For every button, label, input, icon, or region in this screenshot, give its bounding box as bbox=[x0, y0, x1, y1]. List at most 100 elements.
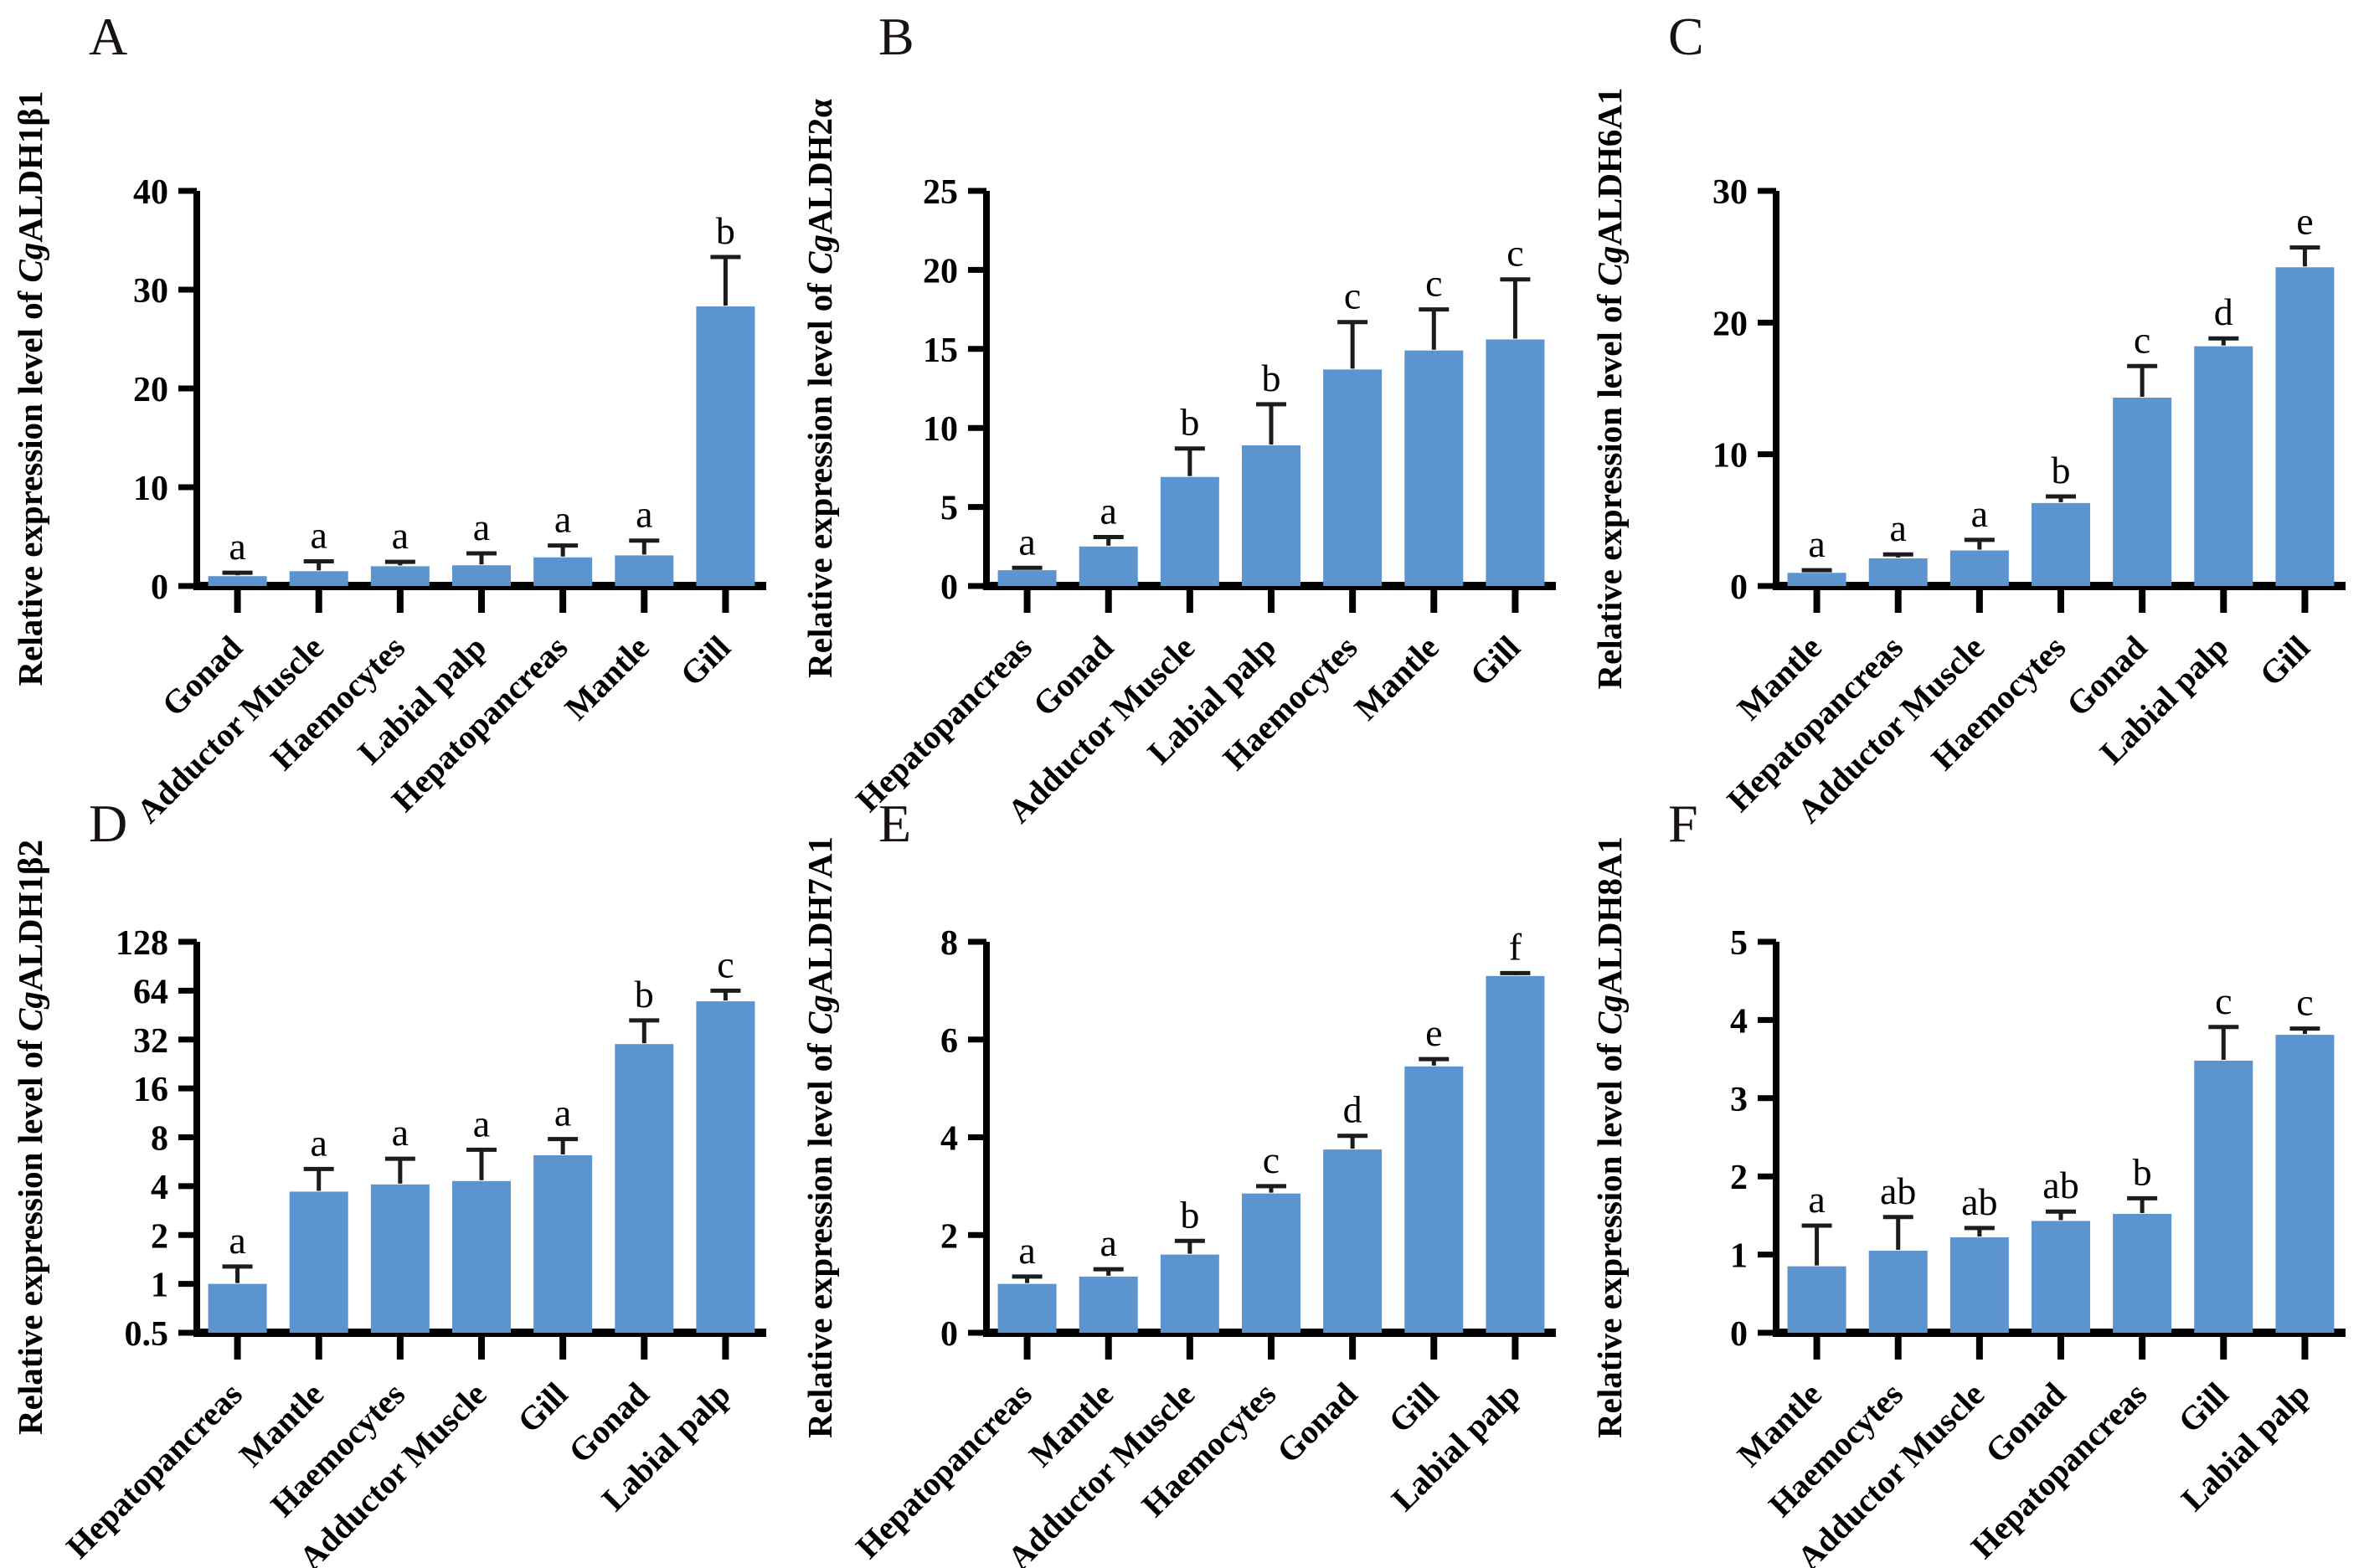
bar bbox=[1079, 1276, 1138, 1333]
bar bbox=[370, 1184, 430, 1333]
sig-letter: c bbox=[717, 943, 734, 985]
y-tick-label: 0 bbox=[940, 1315, 958, 1354]
bar bbox=[1868, 1250, 1928, 1333]
bar-chart-cgaldh1b2: 0.51248163264128aHepatopancreasaMantleaH… bbox=[11, 840, 766, 1568]
y-tick-label: 16 bbox=[133, 1071, 168, 1109]
y-tick-label: 2 bbox=[1730, 1159, 1748, 1197]
x-category-label: Gill bbox=[510, 1375, 574, 1440]
x-category-label: Gill bbox=[1381, 1375, 1445, 1440]
bar bbox=[1242, 1193, 1300, 1333]
sig-letter: a bbox=[636, 493, 652, 536]
bar bbox=[1868, 558, 1928, 586]
sig-letter: a bbox=[311, 1121, 327, 1164]
sig-letter: ab bbox=[1880, 1170, 1916, 1212]
y-tick-label: 4 bbox=[940, 1120, 958, 1159]
x-category-label: Gill bbox=[2252, 629, 2316, 693]
sig-letter: e bbox=[1425, 1011, 1442, 1054]
bar bbox=[2194, 346, 2253, 586]
sig-letter: e bbox=[2296, 200, 2313, 243]
bar bbox=[696, 1001, 755, 1333]
bar bbox=[208, 1283, 267, 1333]
bar bbox=[2113, 1214, 2172, 1333]
bar bbox=[1404, 350, 1464, 586]
y-tick-label: 64 bbox=[133, 973, 168, 1011]
y-tick-label: 0.5 bbox=[125, 1315, 169, 1354]
bar-chart-cgaldh2a: 0510152025aHepatopancreasaGonadbAdductor… bbox=[801, 99, 1556, 830]
bar bbox=[997, 1283, 1057, 1333]
sig-letter: ab bbox=[1961, 1180, 1997, 1223]
y-tick-label: 6 bbox=[940, 1022, 958, 1061]
bar bbox=[2275, 1035, 2335, 1333]
bar bbox=[2194, 1060, 2253, 1333]
sig-letter: d bbox=[1343, 1088, 1362, 1131]
x-category-label: Gill bbox=[1462, 629, 1527, 693]
sig-letter: c bbox=[2134, 318, 2150, 361]
y-tick-label: 4 bbox=[151, 1169, 168, 1207]
panel-letter-c: C bbox=[1668, 7, 1704, 66]
bar bbox=[452, 565, 511, 586]
y-tick-label: 30 bbox=[1712, 173, 1748, 212]
y-tick-label: 1 bbox=[1730, 1237, 1748, 1276]
x-category-label: Gonad bbox=[1269, 1375, 1365, 1471]
bar bbox=[1160, 476, 1219, 586]
panel-d: D 0.5 1 2 4 8 16 32 64 128 a Hepatopancreas a Mantle… bbox=[0, 787, 790, 1568]
bar bbox=[208, 576, 267, 586]
bar bbox=[1949, 550, 2009, 586]
y-tick-label: 0 bbox=[940, 568, 958, 607]
sig-letter: a bbox=[554, 1092, 571, 1134]
y-tick-label: 4 bbox=[1730, 1002, 1748, 1041]
sig-letter: a bbox=[1018, 1229, 1035, 1272]
y-tick-label: 40 bbox=[133, 173, 168, 212]
bar bbox=[533, 557, 593, 586]
y-tick-label: 10 bbox=[923, 410, 958, 449]
sig-letter: a bbox=[311, 514, 327, 557]
y-tick-label: 2 bbox=[940, 1217, 958, 1256]
sig-letter: b bbox=[635, 973, 654, 1015]
y-tick-label: 3 bbox=[1730, 1081, 1748, 1119]
y-tick-label: 8 bbox=[151, 1120, 168, 1159]
panel-e: E 0 2 4 6 8 a Hepatopancreas a Mantle b Adductor M… bbox=[790, 787, 1579, 1568]
bar bbox=[1160, 1254, 1219, 1333]
sig-letter: a bbox=[1971, 492, 1988, 535]
y-axis-title: Relative expression level of CgALDH1β2 bbox=[11, 840, 49, 1435]
y-axis-title: Relative expression level of CgALDH1β1 bbox=[11, 91, 49, 686]
y-tick-label: 0 bbox=[1730, 568, 1748, 607]
sig-letter: b bbox=[1180, 1193, 1199, 1236]
bar bbox=[1787, 573, 1846, 586]
bar bbox=[1404, 1066, 1464, 1333]
sig-letter: a bbox=[1018, 520, 1035, 563]
sig-letter: c bbox=[1425, 262, 1442, 305]
panel-letter-b: B bbox=[878, 7, 914, 66]
bar bbox=[2032, 1221, 2090, 1333]
sig-letter: a bbox=[229, 525, 245, 568]
bar bbox=[452, 1180, 511, 1333]
sig-letter: a bbox=[473, 506, 490, 548]
panel-letter-a: A bbox=[89, 7, 128, 66]
sig-letter: f bbox=[1509, 925, 1522, 968]
sig-letter: a bbox=[392, 514, 409, 557]
panel-f: F 0 1 2 3 4 5 a Mantle ab Haemocytes ab Adductor Mu… bbox=[1579, 787, 2369, 1568]
panel-letter-f: F bbox=[1668, 794, 1698, 853]
y-tick-label: 0 bbox=[151, 568, 168, 607]
sig-letter: c bbox=[2215, 979, 2232, 1022]
sig-letter: a bbox=[392, 1111, 409, 1154]
x-category-label: Mantle bbox=[1347, 629, 1445, 727]
sig-letter: a bbox=[554, 498, 571, 541]
x-category-label: Gill bbox=[672, 629, 737, 693]
sig-letter: c bbox=[1506, 232, 1523, 275]
panel-c: C 0 10 20 30 a Mantle a Hepatopancreas a Adductor… bbox=[1579, 0, 2369, 830]
y-axis-title: Relative expression level of CgALDH2α bbox=[801, 99, 839, 678]
y-tick-label: 20 bbox=[1712, 305, 1748, 343]
bar bbox=[289, 1191, 348, 1333]
sig-letter: a bbox=[1890, 506, 1907, 549]
sig-letter: c bbox=[1344, 275, 1361, 317]
bar bbox=[2032, 502, 2090, 586]
y-tick-label: 32 bbox=[133, 1022, 168, 1061]
bar bbox=[1949, 1237, 2009, 1333]
x-category-label: Hepatopancreas bbox=[59, 1375, 250, 1566]
sig-letter: b bbox=[2133, 1150, 2152, 1193]
